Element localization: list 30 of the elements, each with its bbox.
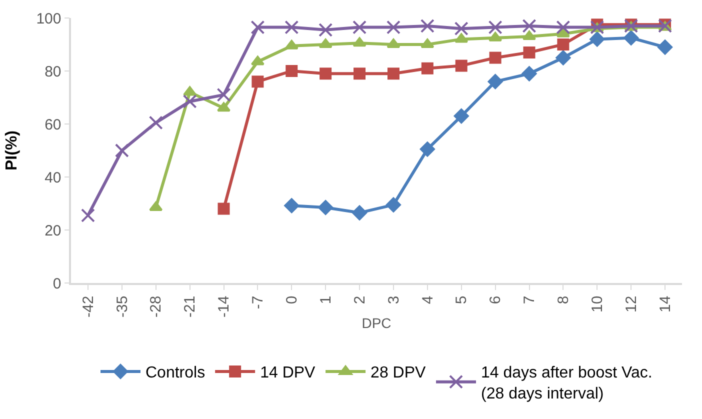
legend-label: 14 days after boost Vac. (28 days interval): [481, 364, 652, 402]
x-tick-label: 5: [453, 296, 470, 304]
y-tick-label: 80: [44, 63, 62, 80]
x-tick-label: 4: [419, 296, 436, 304]
x-tick-label: 1: [317, 296, 334, 304]
x-tick-label: 6: [487, 296, 504, 304]
y-tick-label: 0: [52, 275, 62, 292]
x-tick-label: -14: [216, 296, 233, 318]
x-tick-label: -42: [80, 296, 97, 318]
x-tick-label: 0: [284, 296, 301, 304]
y-tick-label: 40: [44, 169, 62, 186]
legend-label: 28 DPV: [370, 364, 426, 382]
y-tick-label: 20: [44, 222, 62, 240]
x-tick-label: 8: [555, 296, 572, 304]
x-tick-label: 12: [622, 296, 640, 312]
legend-label: Controls: [146, 364, 206, 382]
x-tick-label: -28: [148, 296, 165, 318]
x-tick-label: 3: [385, 296, 402, 304]
x-axis-title: DPC: [362, 315, 392, 332]
x-tick-label: 14: [656, 296, 674, 312]
x-tick-label: -7: [250, 296, 267, 310]
x-tick-label: -21: [182, 296, 199, 318]
y-tick-label: 60: [44, 116, 62, 134]
x-tick-label: 2: [351, 296, 368, 304]
x-tick-label: 10: [589, 296, 606, 312]
x-tick-label: 7: [521, 296, 538, 304]
y-axis-title: PI(%): [4, 130, 21, 170]
x-tick-label: -35: [114, 296, 131, 318]
legend-label: 14 DPV: [260, 364, 316, 382]
y-tick-label: 100: [36, 10, 62, 28]
